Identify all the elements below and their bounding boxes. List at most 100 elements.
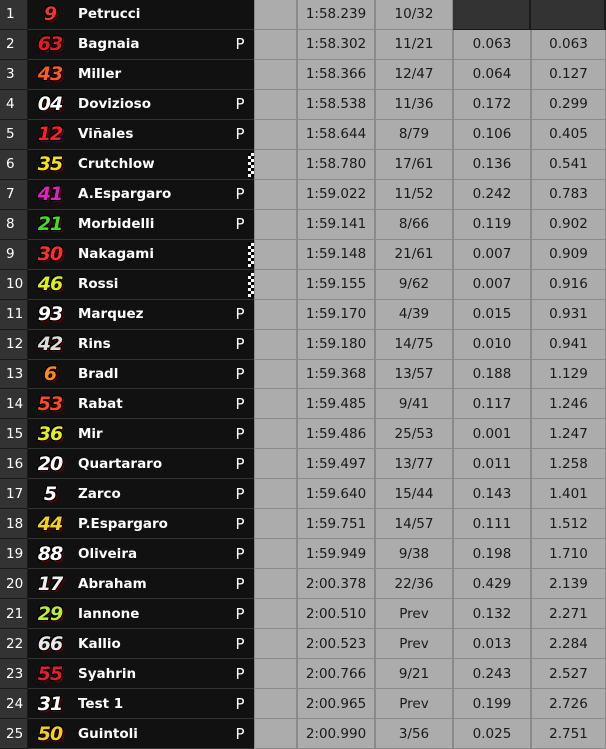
gap-first: 1.246 <box>531 389 606 420</box>
laps: 9/62 <box>375 269 453 300</box>
gap-first: 2.139 <box>531 569 606 600</box>
lap-time: 1:59.485 <box>297 389 375 420</box>
tyre: P <box>226 659 254 690</box>
row: 11 93 Marquez P 1:59.170 4/39 0.015 0.931 <box>0 299 606 330</box>
gap-first: 1.129 <box>531 359 606 390</box>
gap-first: 1.258 <box>531 449 606 480</box>
rider-number: 88 <box>28 539 72 570</box>
row: 18 44 P.Espargaro P 1:59.751 14/57 0.111 1.512 <box>0 509 606 540</box>
rider-number: 12 <box>28 119 72 150</box>
rider-number: 5 <box>28 479 72 510</box>
gap-first: 1.401 <box>531 479 606 510</box>
rider-number: 43 <box>28 59 72 90</box>
checkered-flag <box>248 242 254 267</box>
tyre: P <box>226 539 254 570</box>
rider-number: 42 <box>28 329 72 360</box>
tyre: P <box>226 719 254 749</box>
position: 9 <box>0 239 28 270</box>
laps: 8/66 <box>375 209 453 240</box>
lap-time: 1:59.022 <box>297 179 375 210</box>
position: 16 <box>0 449 28 480</box>
spacer <box>254 719 297 749</box>
laps: 4/39 <box>375 299 453 330</box>
rider-name: Kallio <box>72 629 226 660</box>
gap-first: 2.271 <box>531 599 606 630</box>
gap-first: 0.783 <box>531 179 606 210</box>
gap-first: 2.726 <box>531 689 606 720</box>
gap-first: 0.909 <box>531 239 606 270</box>
laps: 9/38 <box>375 539 453 570</box>
position: 10 <box>0 269 28 300</box>
row: 13 6 Bradl P 1:59.368 13/57 0.188 1.129 <box>0 359 606 390</box>
gap-previous: 0.013 <box>453 629 531 660</box>
tyre: P <box>226 179 254 210</box>
gap-previous: 0.011 <box>453 449 531 480</box>
gap-previous: 0.132 <box>453 599 531 630</box>
rider-name: Viñales <box>72 119 226 150</box>
row: 12 42 Rins P 1:59.180 14/75 0.010 0.941 <box>0 329 606 360</box>
rider-number: 20 <box>28 449 72 480</box>
position: 21 <box>0 599 28 630</box>
gap-first: 2.751 <box>531 719 606 749</box>
tyre <box>226 269 254 300</box>
laps: Prev <box>375 629 453 660</box>
gap-previous: 0.429 <box>453 569 531 600</box>
rider-name: Mir <box>72 419 226 450</box>
lap-time: 2:00.766 <box>297 659 375 690</box>
gap-previous: 0.188 <box>453 359 531 390</box>
tyre: P <box>226 569 254 600</box>
gap-previous: 0.111 <box>453 509 531 540</box>
lap-time: 1:58.538 <box>297 89 375 120</box>
tyre: P <box>226 29 254 60</box>
gap-previous: 0.242 <box>453 179 531 210</box>
tyre: P <box>226 329 254 360</box>
gap-first: 0.063 <box>531 29 606 60</box>
position: 13 <box>0 359 28 390</box>
lap-time: 1:59.155 <box>297 269 375 300</box>
lap-time: 1:58.644 <box>297 119 375 150</box>
rider-name: Petrucci <box>72 0 226 30</box>
position: 18 <box>0 509 28 540</box>
spacer <box>254 59 297 90</box>
laps: 14/57 <box>375 509 453 540</box>
spacer <box>254 659 297 690</box>
rider-name: Dovizioso <box>72 89 226 120</box>
tyre: P <box>226 509 254 540</box>
laps: 13/77 <box>375 449 453 480</box>
tyre: P <box>226 299 254 330</box>
gap-first: 0.941 <box>531 329 606 360</box>
rider-number: 50 <box>28 719 72 749</box>
rider-number: 31 <box>28 689 72 720</box>
tyre: P <box>226 359 254 390</box>
rider-number: 46 <box>28 269 72 300</box>
spacer <box>254 119 297 150</box>
gap-first: 0.127 <box>531 59 606 90</box>
gap-first: 2.527 <box>531 659 606 690</box>
lap-time: 2:00.523 <box>297 629 375 660</box>
rider-number: 30 <box>28 239 72 270</box>
gap-first: 0.541 <box>531 149 606 180</box>
lap-time: 1:59.148 <box>297 239 375 270</box>
tyre: P <box>226 419 254 450</box>
spacer <box>254 629 297 660</box>
rider-number: 9 <box>28 0 72 30</box>
gap-previous: 0.198 <box>453 539 531 570</box>
tyre: P <box>226 629 254 660</box>
gap-first: 1.512 <box>531 509 606 540</box>
laps: 11/36 <box>375 89 453 120</box>
gap-previous: 0.007 <box>453 239 531 270</box>
rider-number: 93 <box>28 299 72 330</box>
laps: 12/47 <box>375 59 453 90</box>
rider-name: Marquez <box>72 299 226 330</box>
rider-name: Oliveira <box>72 539 226 570</box>
laps: 13/57 <box>375 359 453 390</box>
position: 24 <box>0 689 28 720</box>
gap-previous: 0.119 <box>453 209 531 240</box>
row: 25 50 Guintoli P 2:00.990 3/56 0.025 2.751 <box>0 719 606 749</box>
position: 22 <box>0 629 28 660</box>
position: 1 <box>0 0 28 30</box>
gap-first: 0.931 <box>531 299 606 330</box>
spacer <box>254 539 297 570</box>
laps: 11/52 <box>375 179 453 210</box>
gap-empty <box>453 0 531 30</box>
